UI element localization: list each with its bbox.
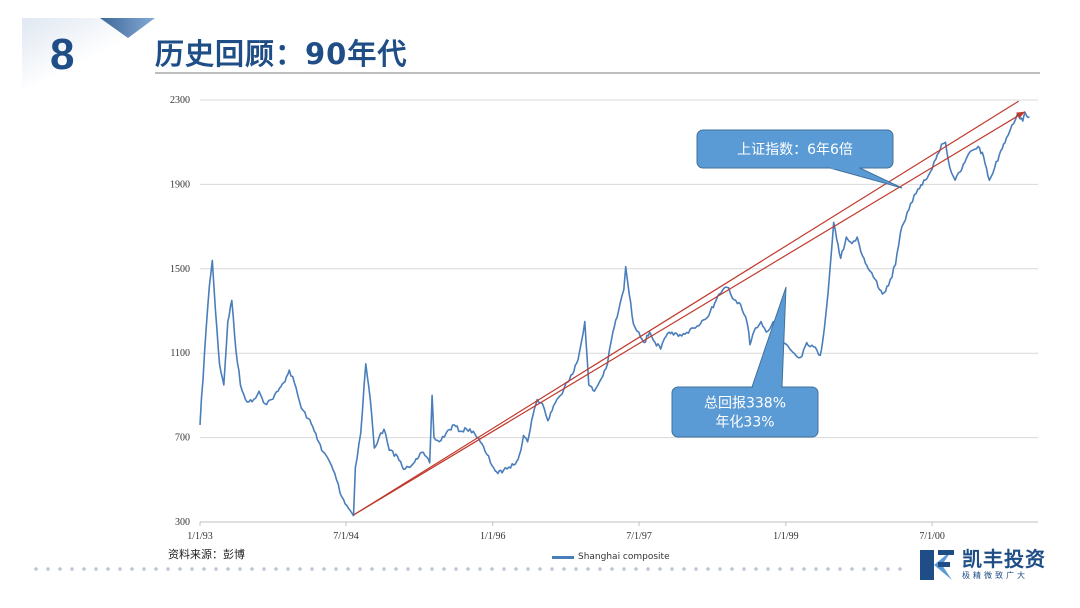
x-tick-label: 1/1/93 [187,531,213,542]
x-tick-label: 7/1/97 [626,531,652,542]
series-line-shanghai-composite [199,111,1030,517]
x-tick-label: 1/1/96 [480,531,506,542]
slide-number: 8 [50,30,75,79]
x-tick-label: 7/1/00 [919,531,945,542]
trendline-arrowhead [1016,111,1026,119]
slide-number-decoration [22,18,155,88]
annotation-callout: 上证指数：6年6倍 [696,129,903,189]
y-tick-label: 1900 [170,179,190,190]
callout-pointer [829,167,903,189]
callout-box [696,129,894,169]
legend-label: Shanghai composite [578,552,670,562]
logo-name: 凯丰投资 [962,547,1046,571]
trend-layer [353,100,1026,516]
y-tick-label: 300 [175,517,190,528]
callout-text: 总回报338% [704,396,786,412]
trendline [353,111,1026,516]
callout-text: 年化33% [715,415,774,431]
y-tick-label: 2300 [170,95,190,106]
footer-dots [30,566,910,572]
y-tick-label: 1500 [170,264,190,275]
callout-box [671,386,819,438]
y-tick-label: 1100 [170,348,190,359]
legend-swatch [552,555,574,559]
annotation-callout: 总回报338% 年化33% [671,286,819,438]
series-layer [199,111,1030,517]
title-divider [155,72,1040,74]
x-tick-label: 7/1/94 [333,531,359,542]
chart-legend: Shanghai composite [552,552,670,562]
callout-pointer [751,286,787,388]
slide-title: 历史回顾：90年代 [155,37,408,71]
trendline [353,100,1020,516]
source-note: 资料来源：彭博 [168,548,245,561]
axis-layer: 300 700 1100 1500 1900 2300 1/1/93 7/1/94 1/1/96… [170,95,1038,542]
callout-text: 上证指数：6年6倍 [737,142,853,158]
y-tick-label: 700 [175,433,190,444]
logo-slogan: 极精微致广大 [962,571,1028,580]
x-tick-label: 1/1/99 [773,531,799,542]
logo-mark-icon [920,550,954,580]
company-logo: 凯丰投资 极精微致广大 [918,548,1046,582]
